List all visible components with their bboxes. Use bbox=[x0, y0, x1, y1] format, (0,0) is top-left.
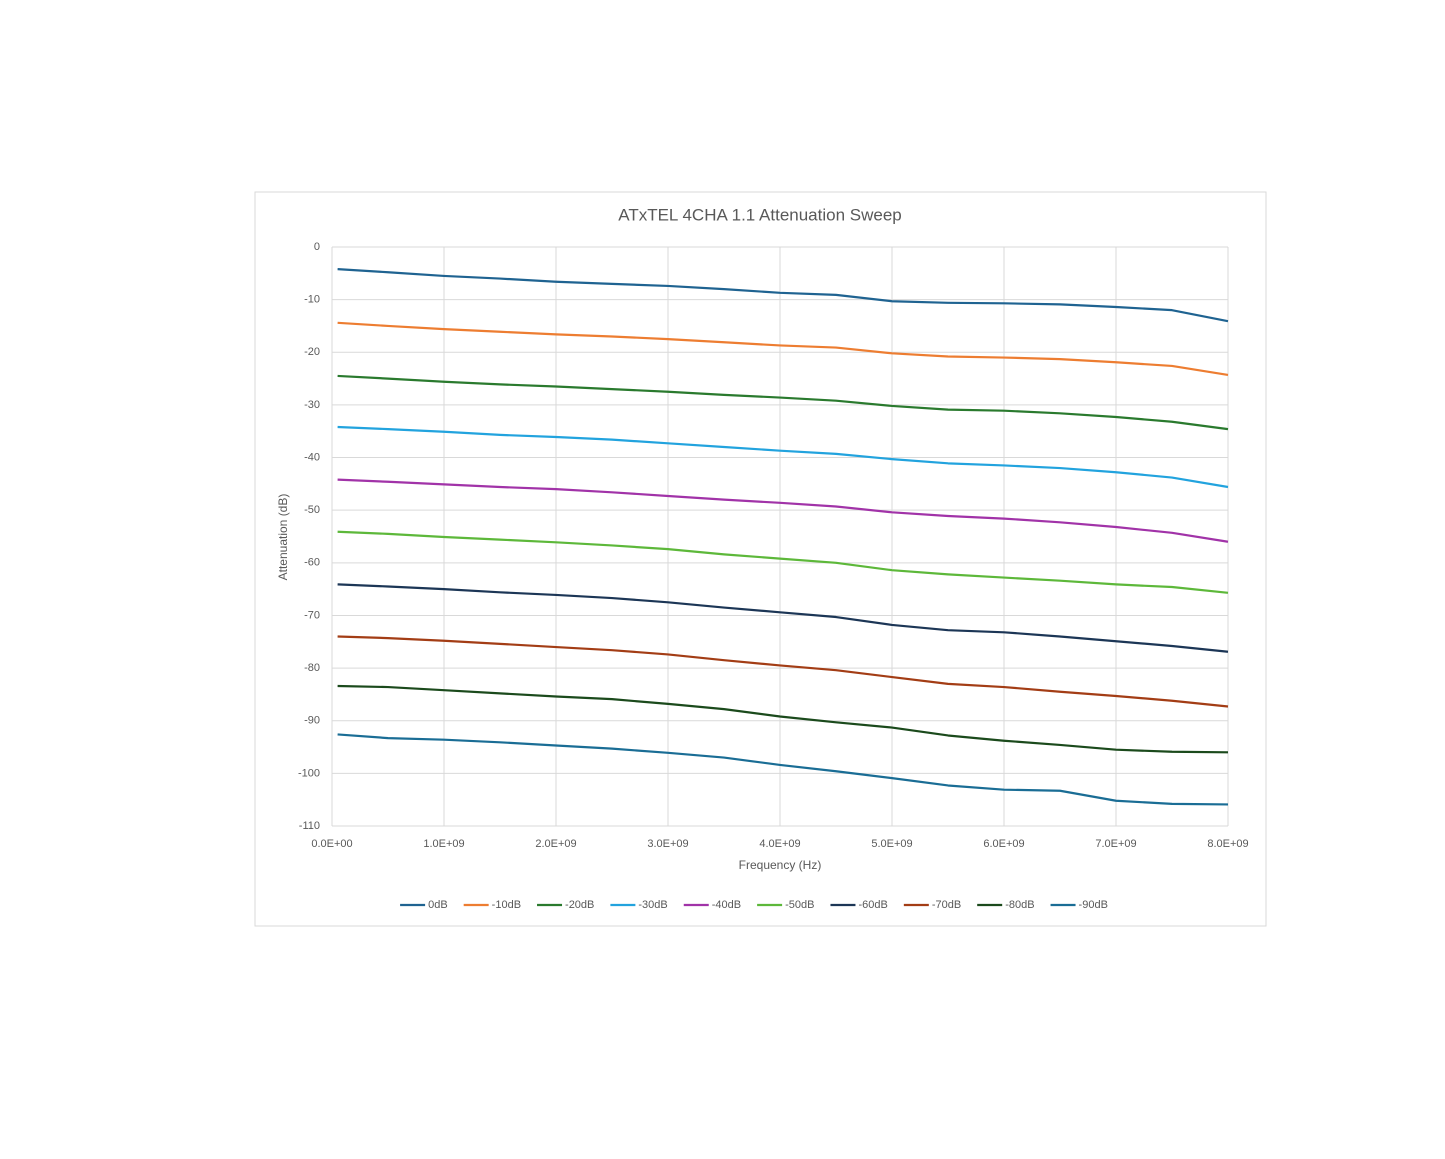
series-line bbox=[337, 583, 1229, 653]
series-line bbox=[337, 268, 1229, 323]
legend-label: -90dB bbox=[1079, 899, 1108, 911]
legend-label: -60dB bbox=[858, 899, 887, 911]
x-tick-label: 3.0E+09 bbox=[647, 838, 688, 850]
y-tick-label: -20 bbox=[304, 346, 320, 358]
y-tick-label: -110 bbox=[299, 820, 320, 832]
x-tick-label: 8.0E+09 bbox=[1207, 838, 1248, 850]
x-tick-label: 7.0E+09 bbox=[1095, 838, 1136, 850]
series-line bbox=[337, 733, 1229, 806]
y-tick-label: -10 bbox=[304, 294, 320, 306]
series-line bbox=[337, 635, 1229, 708]
y-tick-label: -40 bbox=[304, 451, 320, 463]
chart-title: ATxTEL 4CHA 1.1 Attenuation Sweep bbox=[618, 205, 902, 224]
series-line bbox=[337, 684, 1229, 754]
series-line bbox=[337, 478, 1229, 543]
x-axis-title: Frequency (Hz) bbox=[739, 858, 822, 872]
legend-label: -30dB bbox=[638, 899, 667, 911]
x-tick-label: 0.0E+00 bbox=[311, 838, 352, 850]
y-tick-label: 0 bbox=[314, 241, 320, 253]
x-tick-label: 5.0E+09 bbox=[871, 838, 912, 850]
series-line bbox=[337, 374, 1229, 431]
y-tick-label: -50 bbox=[304, 504, 320, 516]
legend-label: -10dB bbox=[492, 899, 521, 911]
legend-label: -20dB bbox=[565, 899, 594, 911]
series-line bbox=[337, 425, 1229, 489]
y-tick-label: -60 bbox=[304, 557, 320, 569]
x-tick-label: 6.0E+09 bbox=[983, 838, 1024, 850]
x-tick-label: 2.0E+09 bbox=[535, 838, 576, 850]
x-tick-label: 4.0E+09 bbox=[759, 838, 800, 850]
legend-label: -50dB bbox=[785, 899, 814, 911]
y-tick-label: -30 bbox=[304, 399, 320, 411]
legend-label: -80dB bbox=[1005, 899, 1034, 911]
series-line bbox=[337, 321, 1229, 376]
series-line bbox=[337, 530, 1229, 594]
legend-label: -40dB bbox=[712, 899, 741, 911]
chart-frame bbox=[254, 191, 1267, 927]
y-tick-label: -100 bbox=[298, 767, 320, 779]
x-tick-label: 1.0E+09 bbox=[423, 838, 464, 850]
y-tick-label: -70 bbox=[304, 609, 320, 621]
legend-label: -70dB bbox=[932, 899, 961, 911]
legend-label: 0dB bbox=[428, 899, 448, 911]
y-axis-title: Attenuation (dB) bbox=[276, 494, 290, 581]
y-tick-label: -80 bbox=[304, 662, 320, 674]
y-tick-label: -90 bbox=[304, 715, 320, 727]
